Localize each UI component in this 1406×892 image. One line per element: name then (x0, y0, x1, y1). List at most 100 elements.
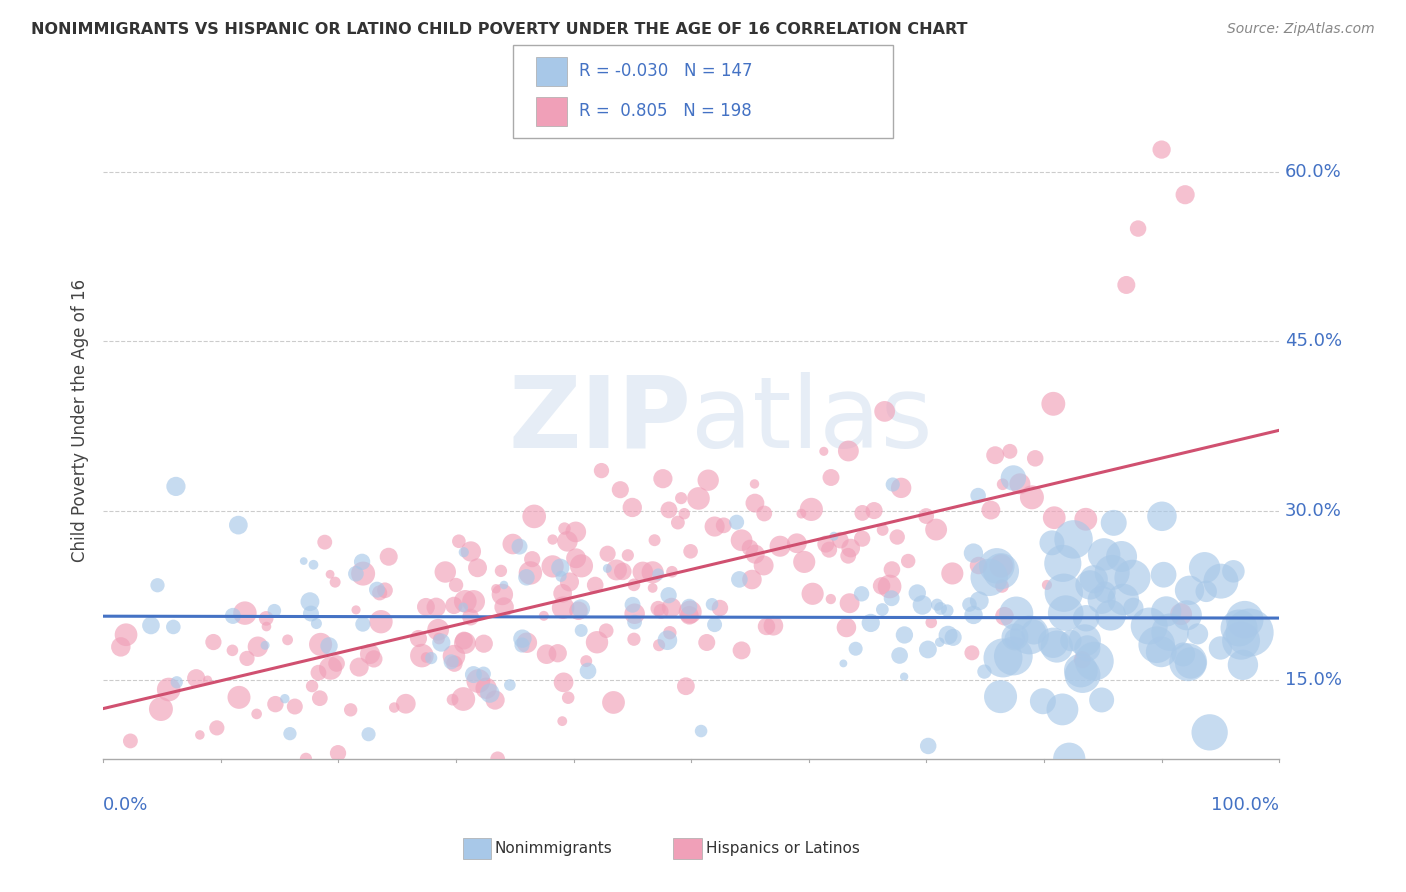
Point (882, 477, 904, 491)
Point (845, 641, 868, 656)
Point (897, 554, 920, 568)
Point (917, 642, 939, 657)
Point (889, 648, 911, 663)
Point (443, 599, 465, 613)
Point (463, 594, 485, 608)
Point (516, 636, 538, 650)
Point (299, 607, 322, 621)
Point (228, 690, 250, 705)
Point (1094, 585, 1116, 599)
Point (205, 721, 228, 735)
Point (1040, 536, 1063, 550)
Point (1227, 621, 1250, 635)
Point (460, 544, 482, 558)
Point (523, 509, 546, 524)
Point (1053, 585, 1076, 599)
Point (661, 600, 683, 615)
Point (263, 604, 285, 618)
Point (925, 523, 948, 537)
Point (818, 542, 841, 557)
Point (197, 673, 219, 687)
Point (443, 657, 465, 671)
Point (1230, 633, 1253, 648)
Point (186, 671, 208, 685)
Point (254, 611, 277, 625)
Point (697, 473, 720, 487)
Point (730, 643, 752, 657)
Point (565, 551, 588, 566)
Point (675, 679, 697, 693)
Point (928, 635, 950, 649)
Point (1008, 476, 1031, 491)
Point (962, 607, 984, 622)
Point (475, 681, 498, 696)
Text: atlas: atlas (692, 372, 932, 469)
Point (484, 693, 506, 707)
Point (467, 673, 489, 688)
Point (1178, 583, 1201, 598)
Point (1074, 611, 1097, 625)
Point (522, 552, 544, 566)
Point (1004, 630, 1026, 644)
Point (359, 647, 381, 661)
Point (1063, 533, 1085, 547)
Point (1071, 668, 1094, 682)
Point (352, 566, 374, 581)
Point (228, 518, 250, 533)
Point (221, 643, 243, 657)
Point (246, 706, 269, 721)
Point (553, 675, 575, 690)
Point (551, 714, 574, 728)
Point (1078, 578, 1101, 592)
Point (557, 534, 579, 549)
Point (959, 598, 981, 612)
Point (641, 566, 664, 580)
Point (832, 657, 855, 671)
Point (1002, 649, 1025, 664)
Point (420, 651, 443, 665)
Point (872, 602, 894, 616)
Point (430, 635, 453, 649)
Point (139, 618, 162, 632)
Point (292, 554, 315, 568)
Point (1112, 592, 1135, 607)
Point (444, 578, 467, 592)
Point (368, 586, 391, 600)
Point (569, 624, 592, 638)
Point (703, 519, 725, 533)
Point (605, 563, 627, 577)
Point (1126, 221, 1149, 235)
Point (755, 619, 778, 633)
Point (1091, 593, 1114, 607)
Point (453, 545, 475, 559)
Point (1024, 451, 1046, 466)
Point (991, 579, 1014, 593)
Point (893, 670, 915, 684)
Point (274, 691, 297, 706)
Point (990, 690, 1012, 704)
Point (557, 690, 579, 705)
Point (472, 666, 495, 681)
Point (1043, 510, 1066, 524)
Point (661, 565, 683, 579)
Point (917, 739, 939, 753)
Point (1232, 657, 1254, 672)
Text: 60.0%: 60.0% (1285, 163, 1341, 181)
Point (1057, 752, 1080, 766)
Point (880, 591, 903, 606)
Point (395, 697, 418, 711)
Point (596, 547, 619, 561)
Point (591, 464, 613, 478)
Point (1222, 565, 1244, 579)
Point (509, 540, 531, 554)
Point (467, 561, 489, 575)
Point (929, 601, 952, 615)
Point (323, 575, 346, 590)
Point (752, 558, 775, 573)
Point (1187, 627, 1209, 641)
Point (1115, 277, 1137, 292)
Point (1137, 619, 1160, 633)
Point (533, 608, 555, 623)
Point (157, 682, 180, 697)
Point (984, 448, 1007, 462)
